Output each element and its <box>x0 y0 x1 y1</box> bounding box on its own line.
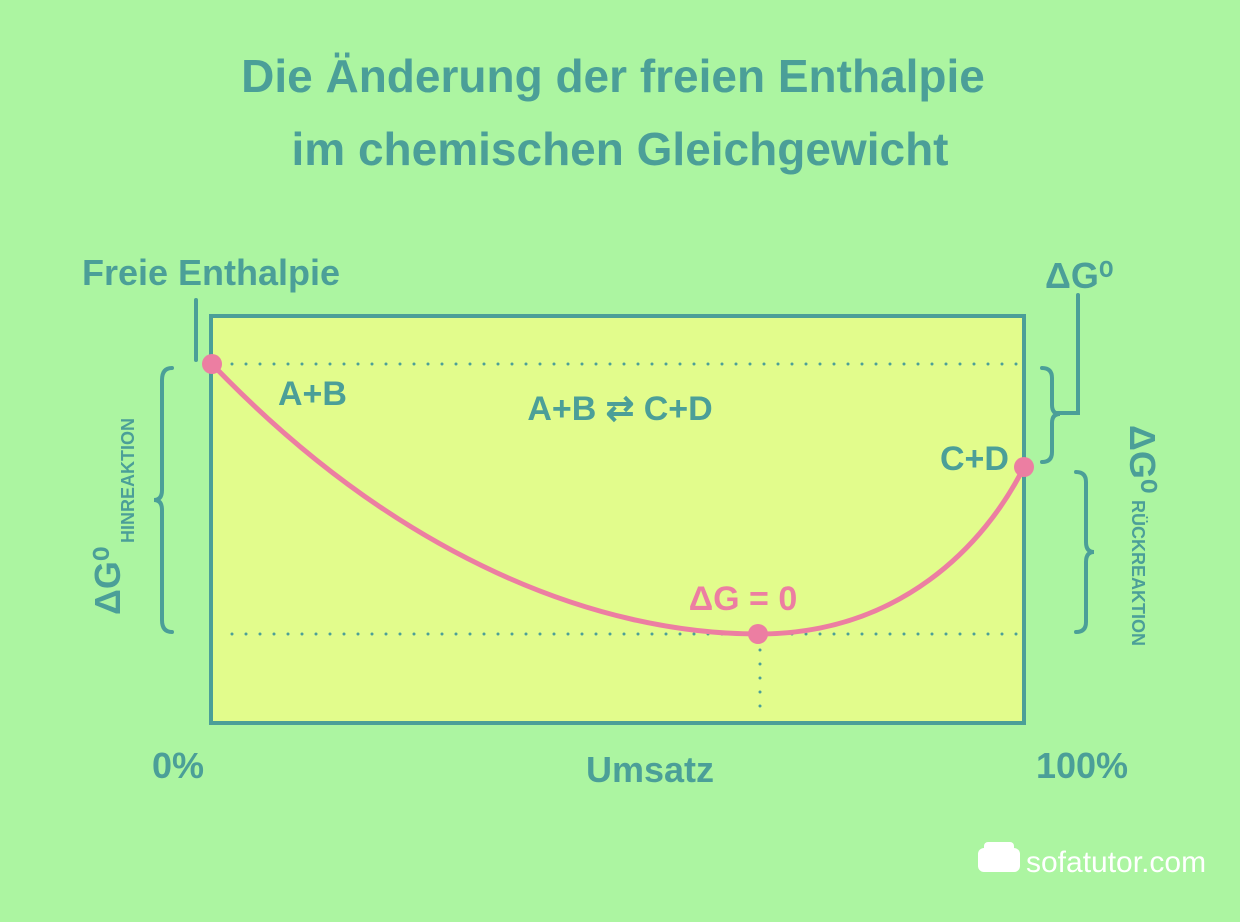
y-axis-label: Freie Enthalpie <box>82 252 340 293</box>
x-start-label: 0% <box>152 745 204 786</box>
delta-g-forward-subscript: HINREAKTION <box>118 418 138 543</box>
delta-g-reverse-subscript: RÜCKREAKTION <box>1128 500 1148 646</box>
plot-area <box>209 314 1026 725</box>
curve <box>210 362 1027 637</box>
title: Die Änderung der freien Enthalpie <box>241 50 985 102</box>
delta-g-reverse: ΔG⁰ <box>1122 425 1163 493</box>
logo-icon <box>984 842 1014 854</box>
connector <box>1053 293 1080 415</box>
point <box>748 624 768 644</box>
equilibrium-label: ΔG = 0 <box>689 580 798 618</box>
title: im chemischen Gleichgewicht <box>292 123 949 175</box>
x-end-label: 100% <box>1036 745 1128 786</box>
brace <box>153 366 174 634</box>
brace <box>1074 470 1095 634</box>
point <box>1014 457 1034 477</box>
delta-g-forward: ΔG⁰ <box>87 547 128 615</box>
x-axis-label: Umsatz <box>586 749 714 790</box>
delta-g-label: ΔG⁰ <box>1045 255 1113 296</box>
brand: sofatutor.com <box>1026 846 1206 879</box>
equation-label: A+B ⇄ C+D <box>527 390 712 428</box>
brace <box>1040 366 1061 464</box>
logo: sofatutor.com <box>978 842 1206 879</box>
reactants-label: A+B <box>278 375 347 413</box>
products-label: C+D <box>940 440 1009 478</box>
point <box>202 354 222 374</box>
